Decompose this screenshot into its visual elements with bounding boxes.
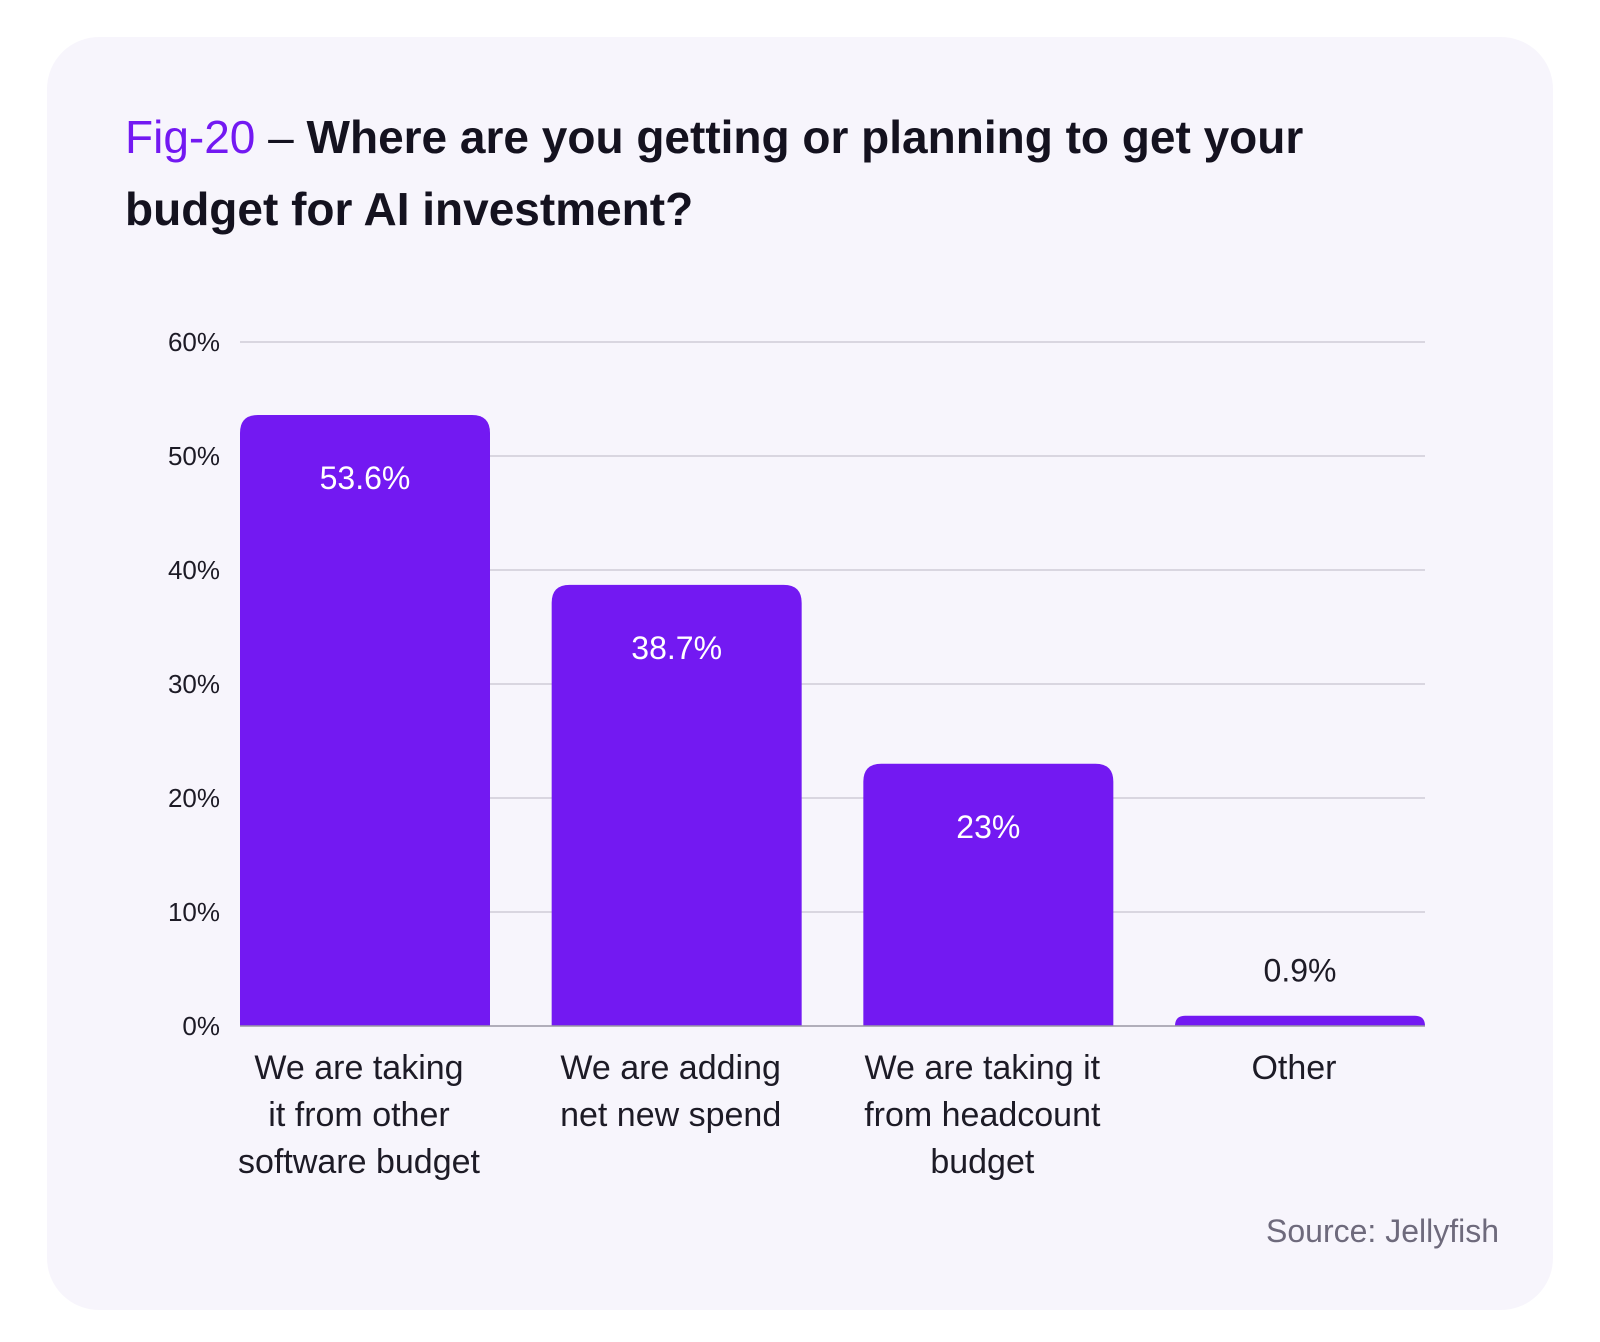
category-label-1-0: We are adding [560, 1049, 781, 1087]
category-label-0-0: We are taking [254, 1049, 463, 1087]
category-label-0-1: it from other [268, 1096, 449, 1134]
y-tick-label-1: 10% [168, 897, 220, 927]
category-label-3-0: Other [1251, 1049, 1336, 1087]
category-label-2-1: from headcount [864, 1096, 1101, 1134]
y-tick-label-4: 40% [168, 555, 220, 585]
bar-1 [551, 584, 802, 1026]
category-label-0-2: software budget [238, 1143, 480, 1181]
bar-2 [863, 763, 1114, 1026]
source-note: Source: Jellyfish [1266, 1213, 1499, 1249]
bar-0 [240, 414, 490, 1027]
category-label-1-1: net new spend [560, 1096, 781, 1134]
y-tick-label-6: 60% [168, 327, 220, 357]
figure-label: Fig-20 [125, 111, 256, 163]
y-tick-label-2: 20% [168, 783, 220, 813]
data-label-1: 38.7% [631, 630, 722, 666]
data-label-0: 53.6% [320, 460, 411, 496]
chart-title: Fig-20 – Where are you getting or planni… [125, 101, 1425, 245]
category-label-2-2: budget [930, 1143, 1035, 1181]
title-separator: – [268, 111, 294, 163]
y-tick-label-5: 50% [168, 441, 220, 471]
bar-3 [1175, 1015, 1425, 1026]
title-question: Where are you getting or planning to get… [125, 111, 1304, 235]
y-tick-label-3: 30% [168, 669, 220, 699]
y-tick-label-0: 0% [182, 1011, 220, 1041]
data-label-2: 23% [956, 809, 1020, 845]
category-label-2-0: We are taking it [865, 1049, 1101, 1087]
data-label-3: 0.9% [1264, 953, 1337, 989]
